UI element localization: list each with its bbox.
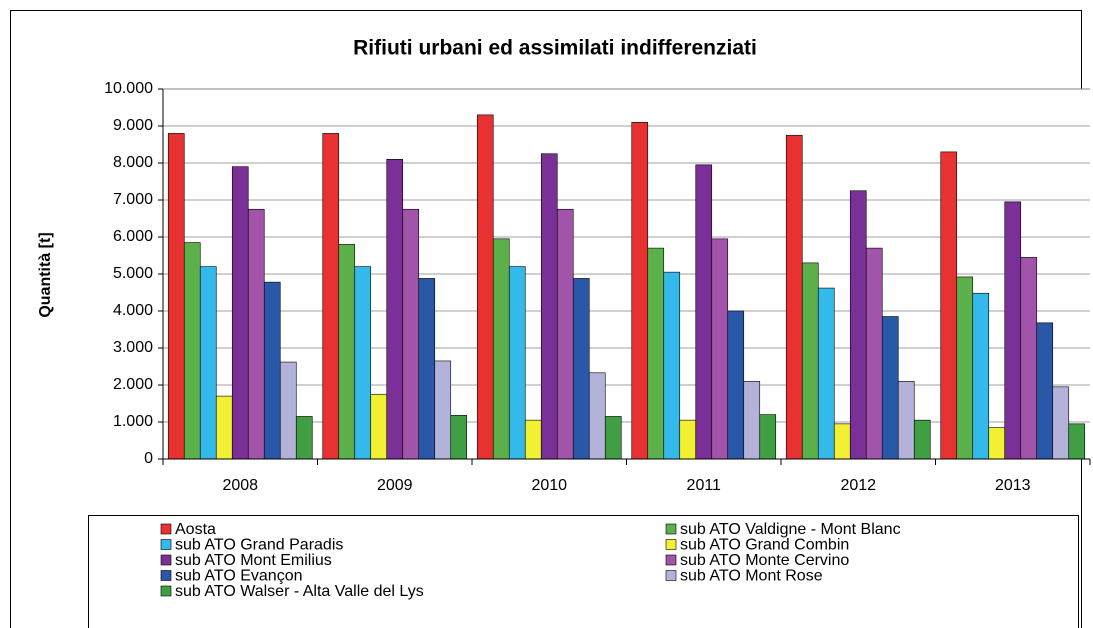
legend-box xyxy=(88,515,1079,628)
bar xyxy=(370,393,388,460)
y-tick-label: 10.000 xyxy=(104,80,153,97)
chart-title: Rifiuti urbani ed assimilati indifferenz… xyxy=(353,37,757,60)
bar xyxy=(556,208,574,460)
bar xyxy=(817,287,835,460)
bar xyxy=(492,238,510,460)
bar xyxy=(972,292,990,460)
x-tick-label: 2012 xyxy=(840,477,876,494)
bar xyxy=(604,416,622,460)
y-tick-label: 6.000 xyxy=(113,228,153,245)
bar xyxy=(865,247,883,460)
y-tick-label: 1.000 xyxy=(113,413,153,430)
legend-label: sub ATO Monte Cervino xyxy=(680,552,849,569)
bar xyxy=(631,122,649,460)
legend-label: sub ATO Valdigne - Mont Blanc xyxy=(680,521,901,538)
bar xyxy=(897,380,915,460)
bar xyxy=(940,151,958,460)
bar xyxy=(1068,423,1086,460)
legend-swatch xyxy=(665,554,677,566)
bar xyxy=(215,395,233,460)
legend-label: Aosta xyxy=(175,521,216,538)
bar xyxy=(833,423,851,460)
bar xyxy=(540,153,558,460)
legend-label: sub ATO Mont Rose xyxy=(680,568,823,585)
y-tick-label: 2.000 xyxy=(113,376,153,393)
legend-swatch xyxy=(665,570,677,581)
bar xyxy=(759,414,777,460)
bar xyxy=(231,166,249,460)
y-tick-label: 5.000 xyxy=(113,265,153,282)
legend-label: sub ATO Evançon xyxy=(175,568,302,585)
legend-label: sub ATO Walser - Alta Valle del Lys xyxy=(175,583,424,600)
legend-swatch xyxy=(665,523,677,535)
legend-label: sub ATO Grand Paradis xyxy=(175,537,343,554)
bar xyxy=(679,419,697,460)
bar xyxy=(1036,322,1054,460)
legend-label: sub ATO Mont Emilius xyxy=(175,552,332,569)
bar xyxy=(279,361,297,460)
bar xyxy=(801,262,819,460)
bar xyxy=(663,271,681,460)
legend-swatch xyxy=(160,585,172,597)
y-tick-label: 7.000 xyxy=(113,191,153,208)
bar xyxy=(524,419,542,460)
bar xyxy=(988,427,1006,460)
bar xyxy=(572,278,590,460)
x-tick-label: 2010 xyxy=(531,477,567,494)
bar xyxy=(418,278,436,460)
bar xyxy=(247,208,265,460)
x-tick-label: 2013 xyxy=(995,477,1031,494)
legend-swatch xyxy=(160,554,172,566)
y-tick-label: 9.000 xyxy=(113,117,153,134)
bar xyxy=(956,276,974,460)
bar xyxy=(295,416,313,460)
y-axis-label: Quantità [t] xyxy=(37,232,54,317)
bar xyxy=(1020,257,1038,460)
y-tick-label: 3.000 xyxy=(113,339,153,356)
x-tick-label: 2008 xyxy=(222,477,258,494)
bar xyxy=(386,159,404,460)
bar xyxy=(338,244,356,460)
bar xyxy=(849,190,867,460)
bar xyxy=(450,415,468,460)
legend-swatch xyxy=(160,570,172,581)
bar xyxy=(199,266,217,460)
bar xyxy=(508,266,526,460)
bar xyxy=(711,238,729,460)
bar xyxy=(727,310,745,460)
legend-swatch xyxy=(160,539,172,550)
bar xyxy=(743,380,761,460)
bar xyxy=(322,133,340,460)
x-tick-label: 2011 xyxy=(687,477,722,494)
legend-label: sub ATO Grand Combin xyxy=(680,537,849,554)
bar xyxy=(1004,201,1022,460)
x-tick-label: 2009 xyxy=(377,477,413,494)
bar xyxy=(881,316,899,460)
bar xyxy=(167,133,185,460)
bar xyxy=(1052,386,1070,460)
y-tick-label: 4.000 xyxy=(113,302,153,319)
bar xyxy=(913,419,931,460)
y-tick-label: 0 xyxy=(144,450,153,467)
bar xyxy=(434,360,452,460)
bar xyxy=(183,242,201,460)
bar xyxy=(476,114,494,460)
bar xyxy=(785,134,803,460)
bar xyxy=(354,266,372,460)
legend-swatch xyxy=(665,539,677,550)
bar xyxy=(263,281,281,460)
legend-swatch xyxy=(160,523,172,535)
bar xyxy=(402,208,420,460)
y-tick-label: 8.000 xyxy=(113,154,153,171)
bar xyxy=(695,164,713,460)
bar xyxy=(588,372,606,460)
bar xyxy=(647,247,665,460)
